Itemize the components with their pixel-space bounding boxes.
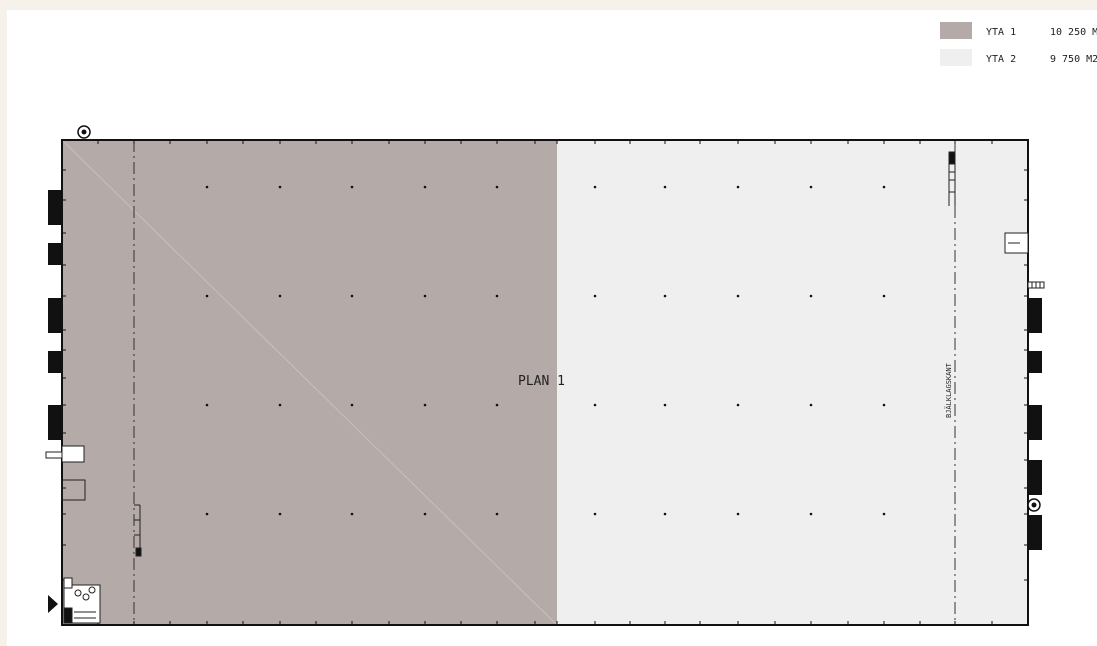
column-point-0-8 [809,185,813,189]
column-point-1-0 [205,294,209,298]
door-left-1 [48,190,62,225]
column-point-0-5 [593,185,597,189]
beam-edge-label: BJÄLKLAGSKANT [944,362,953,418]
right-vent [1027,281,1045,289]
column-point-3-0 [205,512,209,516]
column-point-2-4 [495,403,499,407]
staircase-right-top [948,151,956,206]
legend-area-yta-2: 9 750 M2 [1050,54,1097,65]
column-point-3-2 [350,512,354,516]
door-left-4 [48,351,62,373]
legend-swatch-yta-2 [940,49,972,66]
column-point-3-9 [882,512,886,516]
column-point-1-4 [495,294,499,298]
plan-title: PLAN 1 [518,374,565,389]
column-point-1-9 [882,294,886,298]
door-right-1 [1028,298,1042,333]
column-point-2-8 [809,403,813,407]
left-doors [48,190,62,440]
left-small-room [45,445,86,501]
legend-label-yta-2: YTA 2 [986,54,1016,65]
floor-plan-canvas: YTA 1 10 250 M2 YTA 2 9 750 M2 [7,10,1097,646]
column-point-0-0 [205,185,209,189]
bottom-left-office [63,577,101,624]
column-point-1-1 [278,294,282,298]
entrance-arrow [48,595,58,613]
column-point-3-3 [423,512,427,516]
column-point-2-0 [205,403,209,407]
column-grid [205,185,886,516]
hydrant-symbol-right [1027,498,1041,512]
zone-yta-2 [557,140,1028,625]
door-right-5 [1028,515,1042,550]
column-point-0-6 [663,185,667,189]
column-point-1-8 [809,294,813,298]
door-right-3 [1028,405,1042,440]
door-left-3 [48,298,62,333]
hydrant-symbol-top-left [77,125,91,139]
door-left-2 [48,243,62,265]
column-point-0-2 [350,185,354,189]
column-point-0-3 [423,185,427,189]
column-point-1-5 [593,294,597,298]
column-point-3-7 [736,512,740,516]
column-point-1-2 [350,294,354,298]
column-point-3-6 [663,512,667,516]
right-exit-box [1004,232,1029,254]
diagonal-line [61,139,558,626]
legend-area-yta-1: 10 250 M2 [1050,27,1097,38]
column-point-0-7 [736,185,740,189]
column-point-3-1 [278,512,282,516]
column-point-0-1 [278,185,282,189]
door-right-2 [1028,351,1042,373]
column-point-0-4 [495,185,499,189]
column-point-3-4 [495,512,499,516]
door-left-5 [48,405,62,440]
column-point-2-2 [350,403,354,407]
left-staircase-bottom [134,504,142,557]
column-point-1-3 [423,294,427,298]
column-point-1-6 [663,294,667,298]
column-point-3-5 [593,512,597,516]
door-right-4 [1028,460,1042,495]
column-point-2-5 [593,403,597,407]
column-point-2-7 [736,403,740,407]
column-point-3-8 [809,512,813,516]
legend-label-yta-1: YTA 1 [986,27,1016,38]
column-point-2-3 [423,403,427,407]
column-point-1-7 [736,294,740,298]
column-point-0-9 [882,185,886,189]
column-point-2-6 [663,403,667,407]
legend-swatch-yta-1 [940,22,972,39]
legend: YTA 1 10 250 M2 YTA 2 9 750 M2 [940,22,1097,66]
column-point-2-1 [278,403,282,407]
right-doors [1028,298,1042,550]
column-point-2-9 [882,403,886,407]
building-outline [61,139,1029,626]
